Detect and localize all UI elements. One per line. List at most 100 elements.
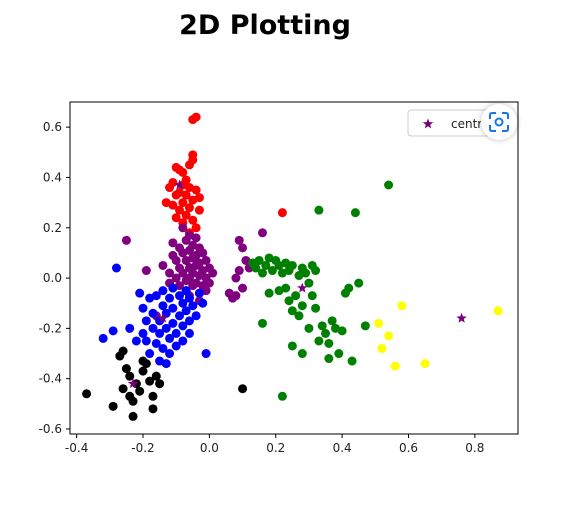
data-point <box>384 180 394 190</box>
centroid-star-marker <box>456 312 467 323</box>
y-tick-label: -0.6 <box>39 422 62 436</box>
data-point <box>148 391 158 401</box>
plot-area-frame <box>69 101 519 435</box>
data-point <box>98 333 108 343</box>
data-point <box>294 311 304 321</box>
data-point <box>204 278 214 288</box>
data-point <box>131 336 141 346</box>
data-point <box>231 273 241 283</box>
data-point <box>493 306 503 316</box>
data-point <box>184 203 194 213</box>
x-tick-label: 0.6 <box>399 441 418 455</box>
data-point <box>108 326 118 336</box>
data-point <box>161 323 171 333</box>
data-point <box>161 359 171 369</box>
data-point <box>354 278 364 288</box>
data-point <box>188 115 198 125</box>
data-point <box>151 338 161 348</box>
data-point <box>118 384 128 394</box>
data-point <box>238 384 248 394</box>
data-point <box>158 286 168 296</box>
data-point <box>251 263 261 273</box>
data-point <box>141 266 151 276</box>
data-point <box>151 371 161 381</box>
data-point <box>201 255 211 265</box>
centroid-star-marker <box>157 312 169 323</box>
y-tick-label: -0.4 <box>39 372 62 386</box>
data-point <box>307 291 317 301</box>
data-point <box>304 278 314 288</box>
data-point <box>141 316 151 326</box>
data-point <box>201 349 211 359</box>
data-point <box>125 371 135 381</box>
data-point <box>158 260 168 270</box>
y-tick-label: -0.2 <box>39 321 62 335</box>
data-point <box>284 296 294 306</box>
chart-marks <box>82 112 503 421</box>
data-point <box>158 301 168 311</box>
data-point <box>111 263 121 273</box>
data-point <box>390 361 400 371</box>
data-point <box>138 366 148 376</box>
data-point <box>281 283 291 293</box>
data-point <box>188 215 198 225</box>
lens-icon <box>489 112 509 132</box>
data-point <box>384 331 394 341</box>
centroid-star-marker <box>184 260 195 270</box>
data-point <box>191 185 201 195</box>
data-point <box>184 160 194 170</box>
y-tick-label: 0.0 <box>43 271 62 285</box>
data-point <box>141 336 151 346</box>
data-point <box>314 336 324 346</box>
data-point <box>291 291 301 301</box>
centroid-star-marker <box>174 179 185 190</box>
data-point <box>178 167 188 177</box>
data-point <box>158 343 168 353</box>
data-point <box>344 283 354 293</box>
data-point <box>168 200 178 210</box>
data-point <box>165 268 175 278</box>
data-point <box>138 328 148 338</box>
data-point <box>181 286 191 296</box>
data-point <box>304 323 314 333</box>
data-point <box>108 401 118 411</box>
data-point <box>267 266 277 276</box>
data-point <box>178 198 188 208</box>
data-point <box>135 386 145 396</box>
data-point <box>118 346 128 356</box>
data-point <box>181 306 191 316</box>
data-point <box>178 336 188 346</box>
data-point <box>165 183 175 193</box>
data-point <box>191 223 201 233</box>
data-point <box>138 303 148 313</box>
data-point <box>397 301 407 311</box>
image-search-lens-button[interactable] <box>481 104 517 140</box>
data-point <box>155 379 165 389</box>
data-point <box>238 243 248 253</box>
data-point <box>317 321 327 331</box>
data-point <box>194 288 204 298</box>
data-point <box>311 303 321 313</box>
data-point <box>311 266 321 276</box>
centroid-star-marker <box>127 378 139 389</box>
data-point <box>121 364 131 374</box>
data-point <box>257 318 267 328</box>
data-point <box>178 223 188 233</box>
data-point <box>191 311 201 321</box>
data-point <box>188 301 198 311</box>
data-point <box>145 293 155 303</box>
data-point <box>175 205 185 215</box>
centroid-star-marker <box>297 282 308 293</box>
data-point <box>171 341 181 351</box>
y-tick-label: 0.6 <box>43 120 62 134</box>
data-point <box>171 213 181 223</box>
data-point <box>198 298 208 308</box>
data-point <box>297 301 307 311</box>
data-point <box>161 308 171 318</box>
data-point <box>261 260 271 270</box>
data-point <box>188 195 198 205</box>
data-point <box>171 273 181 283</box>
data-point <box>181 210 191 220</box>
data-point <box>420 359 430 369</box>
